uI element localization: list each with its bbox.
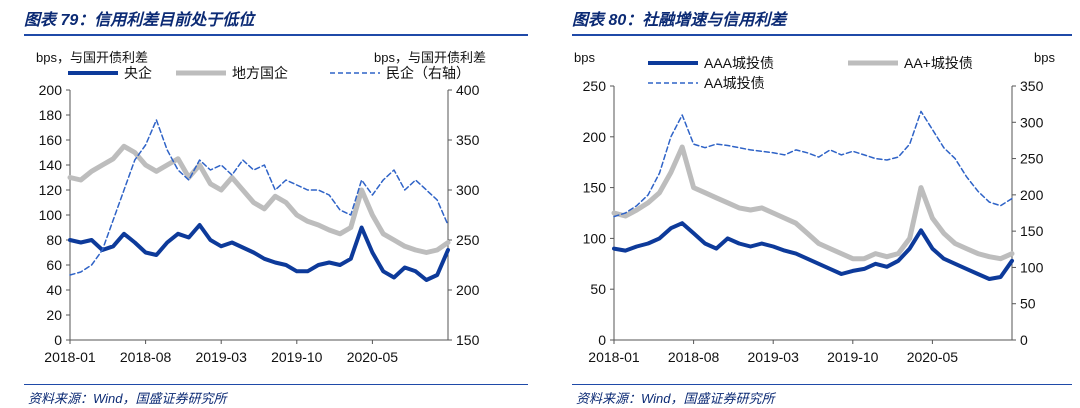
y-left-tick-label: 50 xyxy=(590,281,606,297)
y-right-unit-label: bps xyxy=(1034,50,1055,65)
y-right-tick-label: 300 xyxy=(456,182,480,198)
y-left-tick-label: 100 xyxy=(583,230,607,246)
y-right-tick-label: 200 xyxy=(1020,187,1044,203)
y-right-tick-label: 350 xyxy=(1020,78,1044,94)
y-left-tick-label: 200 xyxy=(39,82,63,98)
y-right-tick-label: 150 xyxy=(456,332,480,348)
y-left-tick-label: 140 xyxy=(39,157,63,173)
y-right-tick-label: 250 xyxy=(456,232,480,248)
x-tick-label: 2019-10 xyxy=(271,349,323,365)
chart-79: bps，与国开债利差 bps，与国开债利差 0 20 40 60 80 100 120 140 16… xyxy=(36,50,486,365)
figure-79: 图表 79：信用利差目前处于低位 bps，与国开债利差 bps，与国开债利差 0 20… xyxy=(0,0,536,408)
y-right-tick-label: 350 xyxy=(456,132,480,148)
chart-80: bps bps 0 50 100 150 200 250 0 50 100 150 200 250 300 3… xyxy=(574,50,1055,365)
legend-label-1: 央企 xyxy=(124,65,152,81)
y-left-tick-label: 150 xyxy=(583,180,607,196)
figure-80-title-rule xyxy=(572,34,1072,36)
figure-79-title-rule xyxy=(24,34,528,36)
y-left-tick-label: 0 xyxy=(598,332,606,348)
y-right-tick-label: 100 xyxy=(1020,259,1044,275)
series-line-2 xyxy=(67,143,451,255)
x-tick-label: 2018-01 xyxy=(44,349,96,365)
y-left-tick-label: 20 xyxy=(46,307,62,323)
series-line-1 xyxy=(68,223,450,282)
y-right-tick-label: 0 xyxy=(1020,332,1028,348)
y-left-tick-label: 40 xyxy=(46,282,62,298)
y-left-tick-label: 60 xyxy=(46,257,62,273)
y-left-unit-label: bps，与国开债利差 xyxy=(36,50,148,65)
legend-label-3: 民企（右轴） xyxy=(386,65,470,81)
y-left-tick-label: 160 xyxy=(39,132,63,148)
legend-label-3: AA城投债 xyxy=(704,75,765,91)
y-right-tick-label: 250 xyxy=(1020,151,1044,167)
y-right-tick-label: 200 xyxy=(456,282,480,298)
figure-80-source-rule xyxy=(572,384,1072,385)
figure-80-source: 资料来源：Wind，国盛证券研究所 xyxy=(576,391,775,406)
figure-79-source: 资料来源：Wind，国盛证券研究所 xyxy=(28,391,227,406)
series-line-3 xyxy=(613,110,1013,218)
y-right-unit-label: bps，与国开债利差 xyxy=(374,50,486,65)
figure-79-source-rule xyxy=(24,384,528,385)
y-right-tick-label: 150 xyxy=(1020,223,1044,239)
y-right-tick-label: 50 xyxy=(1020,296,1036,312)
x-tick-label: 2019-10 xyxy=(827,349,879,365)
series-line-2 xyxy=(611,144,1015,262)
figure-80: 图表 80：社融增速与信用利差 bps bps 0 50 100 150 200 250 0 50… xyxy=(548,0,1080,408)
y-left-tick-label: 200 xyxy=(583,129,607,145)
x-tick-label: 2018-01 xyxy=(588,349,640,365)
y-left-tick-label: 120 xyxy=(39,182,63,198)
x-tick-label: 2020-05 xyxy=(347,349,399,365)
x-tick-label: 2019-03 xyxy=(748,349,800,365)
series-line-1 xyxy=(612,221,1014,281)
figure-80-caption: 图表 80：社融增速与信用利差 xyxy=(572,12,787,29)
x-tick-label: 2018-08 xyxy=(668,349,720,365)
series-line-3 xyxy=(69,119,449,276)
legend-label-2: AA+城投债 xyxy=(904,55,973,71)
x-tick-label: 2020-05 xyxy=(907,349,959,365)
y-left-unit-label: bps xyxy=(574,50,595,65)
y-left-tick-label: 250 xyxy=(583,78,607,94)
y-left-tick-label: 0 xyxy=(54,332,62,348)
figure-79-caption: 图表 79：信用利差目前处于低位 xyxy=(24,12,255,29)
legend-label-1: AAA城投债 xyxy=(704,55,774,71)
y-left-tick-label: 80 xyxy=(46,232,62,248)
legend-label-2: 地方国企 xyxy=(232,65,288,81)
y-right-tick-label: 400 xyxy=(456,82,480,98)
y-right-tick-label: 300 xyxy=(1020,114,1044,130)
y-left-tick-label: 100 xyxy=(39,207,63,223)
x-tick-label: 2018-08 xyxy=(120,349,172,365)
x-tick-label: 2019-03 xyxy=(196,349,248,365)
y-left-tick-label: 180 xyxy=(39,107,63,123)
